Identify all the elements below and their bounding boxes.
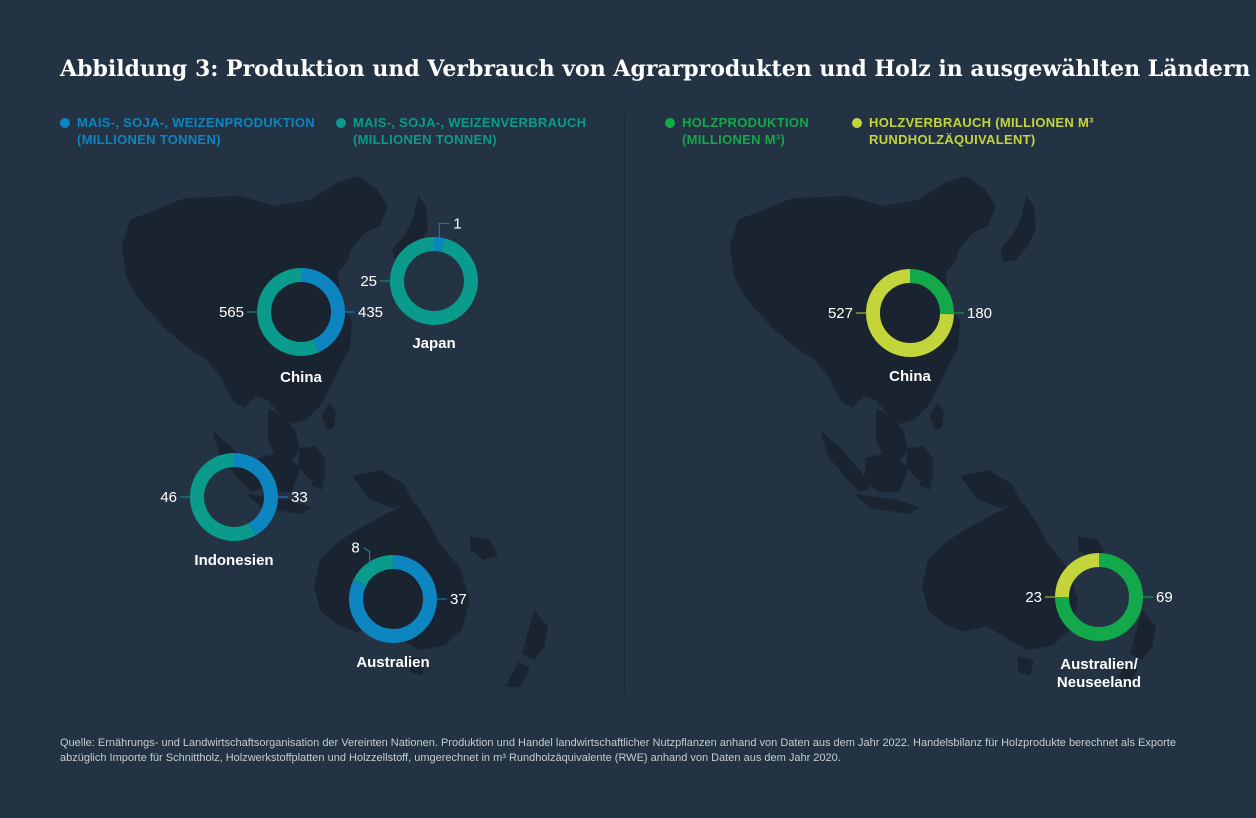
donut-china-production-value: 180 [967, 305, 992, 322]
donut-indonesien-country-label: Indonesien [194, 552, 273, 569]
donut-australien-production-value: 37 [450, 591, 467, 608]
donut-australien-consumption-value: 23 [1025, 589, 1042, 606]
donut-australien-production-value: 69 [1156, 589, 1173, 606]
legend-label: (MILLIONEN TONNEN) [77, 132, 221, 147]
donut-australien-production-arc [349, 555, 437, 643]
legend-label: HOLZPRODUKTION [682, 115, 809, 130]
panel-divider [624, 115, 625, 693]
legend-wood-consumption: HOLZVERBRAUCH (MILLIONEN M³ RUNDHOLZÄQUI… [852, 114, 1094, 148]
legend-dot-wood-production [665, 118, 675, 128]
donut-japan-production-value: 1 [453, 215, 461, 232]
donut-china-consumption-value: 527 [828, 305, 853, 322]
legend-label: MAIS-, SOJA-, WEIZENVERBRAUCH [353, 115, 587, 130]
donut-china-production-value: 435 [358, 304, 383, 321]
chart-title: Abbildung 3: Produktion und Verbrauch vo… [60, 56, 1251, 82]
donut-japan-country-label: Japan [412, 335, 455, 352]
donut-china-production-arc [909, 269, 954, 315]
donut-japan-production-leader [438, 222, 450, 238]
donut-australien-consumption-arc [1055, 553, 1100, 598]
legend-label: HOLZVERBRAUCH (MILLIONEN M³ [869, 115, 1094, 130]
donut-china-country-label: China [280, 369, 322, 386]
donut-china-consumption-arc [866, 269, 954, 357]
legend-dot-agr-consumption [336, 118, 346, 128]
legend-wood-production: HOLZPRODUKTION (MILLIONEN M³) [665, 114, 809, 148]
legend-label: (MILLIONEN TONNEN) [353, 132, 497, 147]
legend-dot-agr-production [60, 118, 70, 128]
donut-australien-consumption-arc [353, 555, 394, 587]
donut-indonesien-production-arc [233, 453, 278, 536]
map-right [730, 176, 1156, 688]
donut-australien-country-label: Australien [356, 654, 429, 671]
donut-australien-country-label: Australien/Neuseeland [1057, 656, 1141, 691]
legend-agr-production: MAIS-, SOJA-, WEIZENPRODUKTION (MILLIONE… [60, 114, 315, 148]
donut-china-production-arc [300, 268, 345, 353]
donut-japan-consumption-value: 25 [360, 273, 377, 290]
legend-dot-wood-consumption [852, 118, 862, 128]
donut-australien-consumption-leader [363, 547, 371, 562]
legend-label: (MILLIONEN M³) [682, 132, 786, 147]
donut-japan-production-arc [433, 237, 445, 252]
donut-china-country-label: China [889, 368, 931, 385]
donut-china-consumption-arc [257, 268, 319, 356]
donut-australien-production-arc [1055, 553, 1143, 641]
map-left [122, 176, 548, 688]
legend-label: RUNDHOLZÄQUIVALENT) [869, 132, 1036, 147]
legend-label: MAIS-, SOJA-, WEIZENPRODUKTION [77, 115, 315, 130]
legend-agr-consumption: MAIS-, SOJA-, WEIZENVERBRAUCH (MILLIONEN… [336, 114, 586, 148]
donut-layer: 435 565 China 1 25 Japan 33 46 Indonesien 37 8 Aust… [160, 215, 1172, 691]
donut-australien-consumption-value: 8 [351, 540, 359, 557]
donut-indonesien-consumption-arc [190, 453, 256, 541]
donut-china-consumption-value: 565 [219, 304, 244, 321]
source-note: Quelle: Ernährungs- und Landwirtschaftso… [60, 737, 1176, 764]
donut-indonesien-consumption-value: 46 [160, 489, 177, 506]
donut-japan-consumption-arc [390, 237, 478, 325]
donut-indonesien-production-value: 33 [291, 489, 308, 506]
